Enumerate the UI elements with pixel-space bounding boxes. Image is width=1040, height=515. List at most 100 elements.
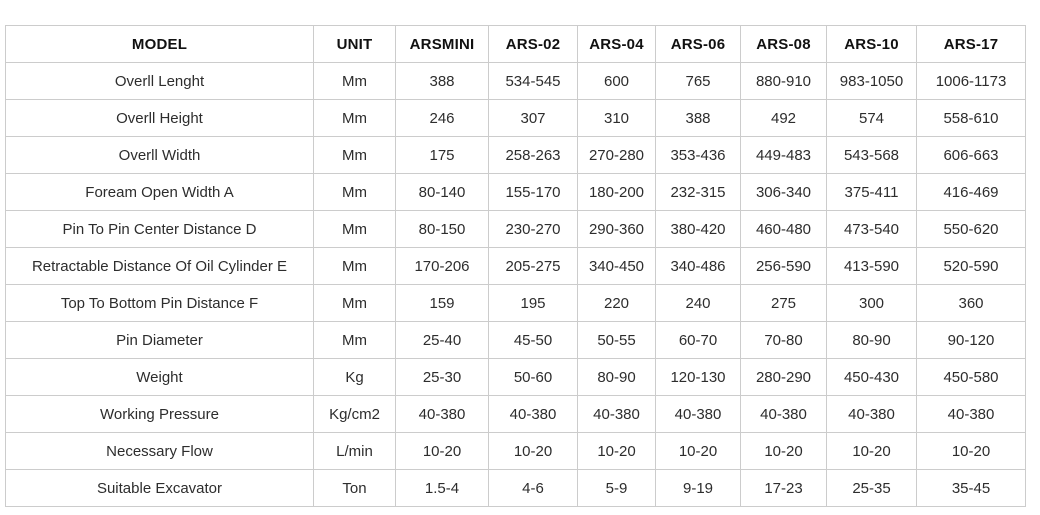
value-cell: 45-50 [488, 321, 578, 359]
row-label-cell: Pin Diameter [5, 321, 314, 359]
table-row: Pin Diameter Mm 25-40 45-50 50-55 60-70 70-80 8… [5, 321, 1026, 359]
value-cell: 35-45 [916, 469, 1026, 507]
value-cell: 10-20 [395, 432, 489, 470]
value-cell: 17-23 [740, 469, 827, 507]
row-label-cell: Overll Lenght [5, 62, 314, 100]
table-row: Overll Width Mm 175 258-263 270-280 353-436 44… [5, 136, 1026, 174]
value-cell: 574 [826, 99, 917, 137]
value-cell: 280-290 [740, 358, 827, 396]
row-label-cell: Overll Width [5, 136, 314, 174]
table-row: Overll Height Mm 246 307 310 388 492 574 558-610 [5, 99, 1026, 137]
value-cell: 558-610 [916, 99, 1026, 137]
value-cell: 40-380 [655, 395, 741, 433]
value-cell: 120-130 [655, 358, 741, 396]
value-cell: 40-380 [916, 395, 1026, 433]
header-row: MODEL UNIT ARSMINI ARS-02 ARS-04 ARS-06 ARS-08… [5, 25, 1026, 63]
unit-cell: Mm [313, 173, 396, 211]
value-cell: 230-270 [488, 210, 578, 248]
row-label-cell: Retractable Distance Of Oil Cylinder E [5, 247, 314, 285]
value-cell: 10-20 [488, 432, 578, 470]
value-cell: 10-20 [740, 432, 827, 470]
value-cell: 450-580 [916, 358, 1026, 396]
column-header-ars-06: ARS-06 [655, 25, 741, 63]
value-cell: 340-486 [655, 247, 741, 285]
unit-cell: Mm [313, 62, 396, 100]
value-cell: 40-380 [488, 395, 578, 433]
unit-cell: Mm [313, 284, 396, 322]
column-header-arsmini: ARSMINI [395, 25, 489, 63]
value-cell: 80-90 [826, 321, 917, 359]
value-cell: 159 [395, 284, 489, 322]
unit-cell: Mm [313, 321, 396, 359]
value-cell: 40-380 [740, 395, 827, 433]
table-row: Retractable Distance Of Oil Cylinder E Mm… [5, 247, 1026, 285]
value-cell: 4-6 [488, 469, 578, 507]
value-cell: 606-663 [916, 136, 1026, 174]
value-cell: 10-20 [577, 432, 656, 470]
value-cell: 80-140 [395, 173, 489, 211]
value-cell: 256-590 [740, 247, 827, 285]
value-cell: 300 [826, 284, 917, 322]
value-cell: 449-483 [740, 136, 827, 174]
table-row: Suitable Excavator Ton 1.5-4 4-6 5-9 9-19 17-2… [5, 469, 1026, 507]
value-cell: 5-9 [577, 469, 656, 507]
value-cell: 40-380 [826, 395, 917, 433]
value-cell: 60-70 [655, 321, 741, 359]
value-cell: 180-200 [577, 173, 656, 211]
value-cell: 307 [488, 99, 578, 137]
column-header-ars-17: ARS-17 [916, 25, 1026, 63]
row-label-cell: Necessary Flow [5, 432, 314, 470]
value-cell: 175 [395, 136, 489, 174]
value-cell: 155-170 [488, 173, 578, 211]
value-cell: 80-150 [395, 210, 489, 248]
value-cell: 416-469 [916, 173, 1026, 211]
value-cell: 353-436 [655, 136, 741, 174]
unit-cell: Mm [313, 210, 396, 248]
value-cell: 25-30 [395, 358, 489, 396]
table-row: Necessary Flow L/min 10-20 10-20 10-20 10-20 1… [5, 432, 1026, 470]
value-cell: 765 [655, 62, 741, 100]
value-cell: 40-380 [395, 395, 489, 433]
column-header-model: MODEL [5, 25, 314, 63]
value-cell: 534-545 [488, 62, 578, 100]
value-cell: 195 [488, 284, 578, 322]
value-cell: 90-120 [916, 321, 1026, 359]
spec-table-body: Overll Lenght Mm 388 534-545 600 765 880-910 98… [5, 62, 1026, 507]
value-cell: 290-360 [577, 210, 656, 248]
value-cell: 983-1050 [826, 62, 917, 100]
row-label-cell: Weight [5, 358, 314, 396]
value-cell: 10-20 [655, 432, 741, 470]
unit-cell: Mm [313, 247, 396, 285]
row-label-cell: Working Pressure [5, 395, 314, 433]
value-cell: 460-480 [740, 210, 827, 248]
value-cell: 50-55 [577, 321, 656, 359]
value-cell: 25-35 [826, 469, 917, 507]
value-cell: 880-910 [740, 62, 827, 100]
unit-cell: Kg/cm2 [313, 395, 396, 433]
unit-cell: Ton [313, 469, 396, 507]
value-cell: 40-380 [577, 395, 656, 433]
value-cell: 25-40 [395, 321, 489, 359]
value-cell: 450-430 [826, 358, 917, 396]
value-cell: 388 [655, 99, 741, 137]
value-cell: 520-590 [916, 247, 1026, 285]
value-cell: 9-19 [655, 469, 741, 507]
unit-cell: L/min [313, 432, 396, 470]
column-header-ars-02: ARS-02 [488, 25, 578, 63]
value-cell: 380-420 [655, 210, 741, 248]
value-cell: 1.5-4 [395, 469, 489, 507]
value-cell: 232-315 [655, 173, 741, 211]
spec-table-container: MODEL UNIT ARSMINI ARS-02 ARS-04 ARS-06 ARS-08… [5, 25, 1026, 507]
value-cell: 306-340 [740, 173, 827, 211]
table-row: Weight Kg 25-30 50-60 80-90 120-130 280-290 450… [5, 358, 1026, 396]
table-row: Foream Open Width A Mm 80-140 155-170 180-20… [5, 173, 1026, 211]
value-cell: 1006-1173 [916, 62, 1026, 100]
value-cell: 246 [395, 99, 489, 137]
value-cell: 600 [577, 62, 656, 100]
table-row: Pin To Pin Center Distance D Mm 80-150 230-… [5, 210, 1026, 248]
value-cell: 220 [577, 284, 656, 322]
column-header-unit: UNIT [313, 25, 396, 63]
value-cell: 170-206 [395, 247, 489, 285]
table-row: Top To Bottom Pin Distance F Mm 159 195 220 2… [5, 284, 1026, 322]
